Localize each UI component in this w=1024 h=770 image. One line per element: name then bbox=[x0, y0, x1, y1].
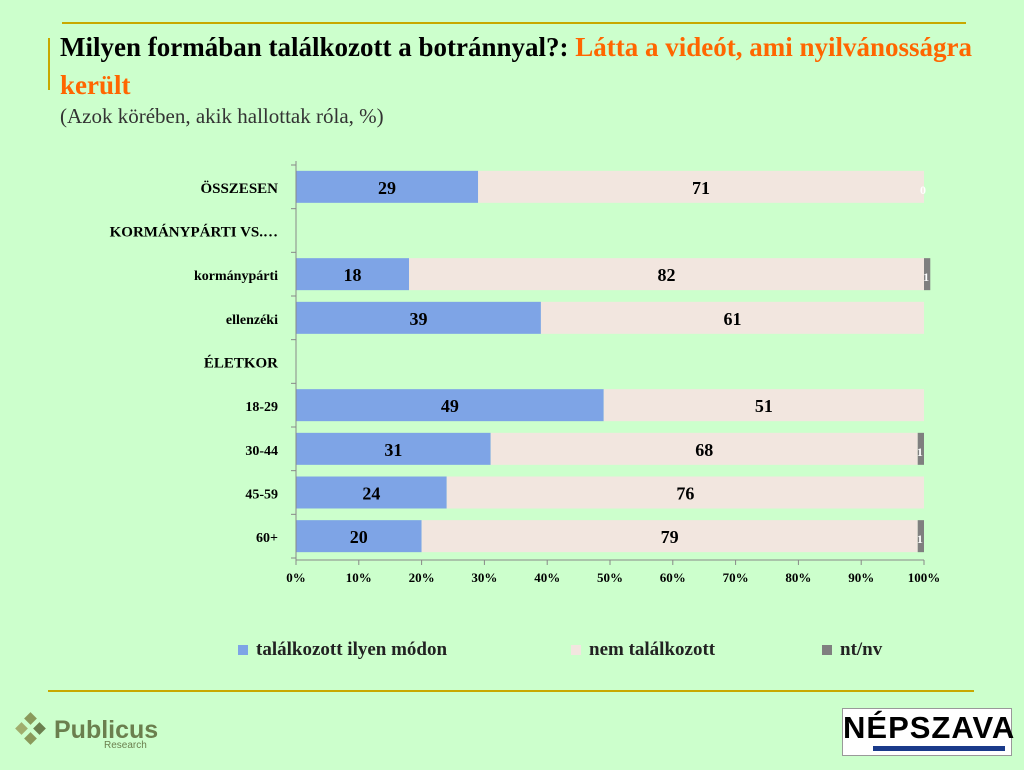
x-tick-label: 0% bbox=[286, 570, 306, 585]
x-tick-label: 90% bbox=[848, 570, 874, 585]
y-tick-label: 18-29 bbox=[245, 400, 278, 415]
legend-swatch bbox=[822, 645, 832, 655]
publicus-logo-subtext: Research bbox=[104, 740, 147, 751]
publicus-logo: Publicus Research bbox=[14, 712, 159, 751]
bar-segment bbox=[446, 476, 924, 509]
x-tick-label: 40% bbox=[534, 570, 560, 585]
data-label: 76 bbox=[676, 484, 694, 504]
bar-segment bbox=[917, 432, 924, 465]
legend-item: nt/nv bbox=[822, 639, 882, 661]
x-tick-label: 20% bbox=[409, 570, 435, 585]
y-tick-label: 45-59 bbox=[245, 488, 278, 503]
bar-segment bbox=[409, 258, 924, 291]
x-tick-label: 80% bbox=[785, 570, 811, 585]
data-label: 68 bbox=[695, 440, 713, 460]
nepszava-logo: NÉPSZAVA bbox=[842, 708, 1016, 756]
data-label: 31 bbox=[384, 440, 402, 460]
x-tick-label: 50% bbox=[597, 570, 623, 585]
legend: találkozott ilyen módon nem találkozott nt… bbox=[0, 639, 1024, 661]
x-tick-label: 100% bbox=[908, 570, 941, 585]
x-tick-label: 30% bbox=[471, 570, 497, 585]
y-tick-label: kormánypárti bbox=[194, 269, 278, 284]
title-highlight: Látta a videót, ami nyilvánosságra kerül… bbox=[60, 32, 972, 100]
publicus-logo-text: Publicus bbox=[54, 716, 159, 744]
title-accent-rule bbox=[48, 38, 50, 90]
legend-label: találkozott ilyen módon bbox=[256, 639, 448, 660]
data-label: 1 bbox=[923, 270, 929, 284]
x-tick-label: 60% bbox=[660, 570, 686, 585]
bar-segment bbox=[603, 389, 924, 422]
data-label: 79 bbox=[661, 527, 679, 547]
y-tick-label: 60+ bbox=[256, 531, 278, 546]
nepszava-logo-stripe bbox=[873, 746, 1005, 751]
chart-title: Milyen formában találkozott a botránnyal… bbox=[60, 28, 980, 104]
title-main: Milyen formában találkozott a botránnyal… bbox=[60, 32, 569, 62]
legend-label: nem találkozott bbox=[589, 639, 716, 660]
x-tick-label: 10% bbox=[346, 570, 372, 585]
legend-item: nem találkozott bbox=[571, 639, 715, 661]
data-label: 39 bbox=[409, 309, 427, 329]
y-tick-label: KORMÁNYPÁRTI VS.… bbox=[110, 224, 278, 241]
bar-segment bbox=[490, 432, 918, 465]
y-tick-label: ÉLETKOR bbox=[204, 355, 278, 372]
legend-swatch bbox=[238, 645, 248, 655]
bottom-rule bbox=[48, 690, 974, 692]
y-tick-label: 30-44 bbox=[245, 444, 278, 459]
legend-label: nt/nv bbox=[840, 639, 883, 660]
bar-segment bbox=[296, 301, 541, 334]
bar-segment bbox=[917, 520, 924, 553]
chart-subtitle: (Azok körében, akik hallottak róla, %) bbox=[60, 104, 384, 128]
bar-segment bbox=[296, 520, 422, 553]
bar-segment bbox=[296, 432, 491, 465]
y-tick-label: ellenzéki bbox=[226, 313, 278, 328]
bar-segment bbox=[421, 520, 918, 553]
bar-segment bbox=[924, 258, 931, 291]
bar-segment bbox=[296, 476, 447, 509]
x-tick-label: 70% bbox=[723, 570, 749, 585]
data-label: 24 bbox=[362, 484, 380, 504]
data-label: 82 bbox=[658, 265, 676, 285]
data-label: 61 bbox=[723, 309, 741, 329]
bar-segment bbox=[296, 258, 410, 291]
data-label: 49 bbox=[441, 396, 459, 416]
data-label: 20 bbox=[350, 527, 368, 547]
data-label: 29 bbox=[378, 178, 396, 198]
data-label: 0 bbox=[920, 183, 926, 197]
bar-segment bbox=[478, 170, 924, 203]
publicus-diamond-icon bbox=[14, 712, 50, 748]
legend-swatch bbox=[571, 645, 581, 655]
data-label: 1 bbox=[917, 445, 923, 459]
nepszava-logo-text: NÉPSZAVA bbox=[843, 710, 1016, 745]
data-label: 51 bbox=[755, 396, 773, 416]
legend-item: találkozott ilyen módon bbox=[238, 639, 447, 661]
data-label: 1 bbox=[917, 532, 923, 546]
bar-segment bbox=[296, 170, 479, 203]
top-rule bbox=[62, 22, 966, 24]
bar-segment bbox=[540, 301, 924, 334]
data-label: 18 bbox=[344, 265, 362, 285]
data-label: 71 bbox=[692, 178, 710, 198]
y-tick-label: ÖSSZESEN bbox=[200, 180, 278, 197]
bar-segment bbox=[296, 389, 604, 422]
bar-chart: ÖSSZESEN 29 71 0 KORMÁNYPÁRTI VS.… kormánypár… bbox=[110, 161, 941, 585]
